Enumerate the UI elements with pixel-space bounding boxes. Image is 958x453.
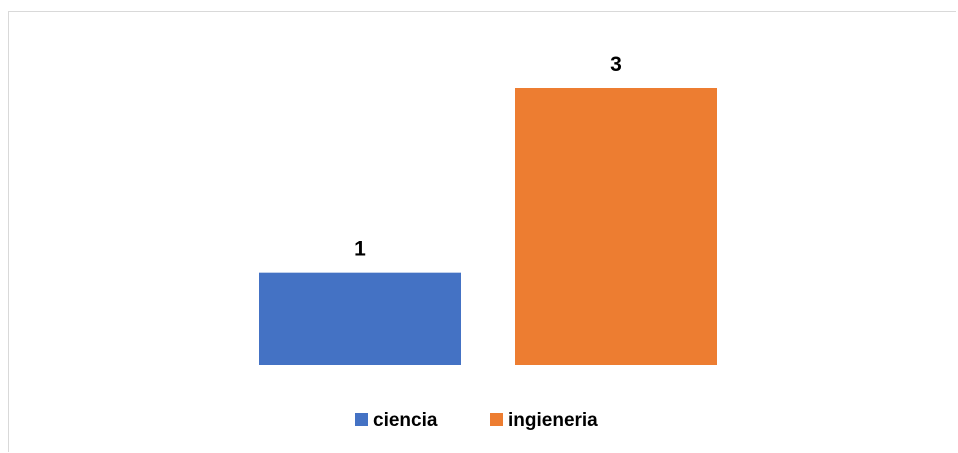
data-label-ciencia: 1 bbox=[354, 238, 366, 261]
legend: ciencia ingieneria bbox=[355, 410, 598, 431]
data-labels-group: 13 bbox=[354, 53, 622, 261]
chart-frame bbox=[8, 11, 956, 452]
bars-group bbox=[259, 88, 717, 365]
bar-ciencia bbox=[259, 272, 461, 365]
legend-label-ingieneria: ingieneria bbox=[508, 410, 598, 431]
legend-swatch-ingieneria bbox=[490, 413, 503, 426]
data-label-ingieneria: 3 bbox=[610, 53, 622, 76]
legend-label-ciencia: ciencia bbox=[373, 410, 438, 431]
bar-ingieneria bbox=[515, 88, 717, 365]
legend-swatch-ciencia bbox=[355, 413, 368, 426]
